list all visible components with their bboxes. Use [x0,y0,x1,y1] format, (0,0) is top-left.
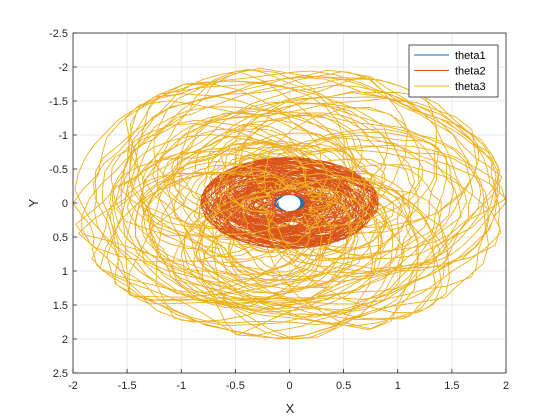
x-tick-label: 1 [395,380,401,392]
center-gap [278,195,301,211]
legend-label-theta2: theta2 [455,66,486,78]
x-tick-label: -2 [68,380,78,392]
y-tick-label: 2.5 [53,368,68,380]
x-tick-label: 0.5 [336,380,351,392]
x-tick-label: 2 [503,380,509,392]
y-tick-label: -1 [58,130,68,142]
y-tick-label: -0.5 [49,164,68,176]
x-tick-label: 1.5 [444,380,459,392]
x-tick-label: -1.5 [118,380,137,392]
y-tick-label: -2.5 [49,28,68,40]
legend-label-theta3: theta3 [455,81,486,93]
series-theta3-overlay [116,102,463,310]
legend: theta1 theta2 theta3 [408,44,499,98]
y-tick-label: 2 [62,334,68,346]
y-tick-label: 0.5 [53,232,68,244]
legend-label-theta1: theta1 [455,50,486,62]
y-tick-label: 1 [62,266,68,278]
y-axis-label: Y [26,198,41,207]
x-tick-label: 0 [286,380,292,392]
y-axis-ticks: -2.5 -2 -1.5 -1 -0.5 0 0.5 1 1.5 2 2.5 [49,28,77,380]
x-tick-label: -0.5 [226,380,245,392]
y-tick-label: 1.5 [53,300,68,312]
series-theta2 [200,156,379,250]
y-tick-label: 0 [62,198,68,210]
series-layer [73,67,506,340]
y-tick-label: -1.5 [49,96,68,108]
y-tick-label: -2 [58,62,68,74]
x-tick-label: -1 [176,380,186,392]
x-axis-label: X [286,401,295,416]
x-axis-ticks: -2 -1.5 -1 -0.5 0 0.5 1 1.5 2 [68,369,509,392]
